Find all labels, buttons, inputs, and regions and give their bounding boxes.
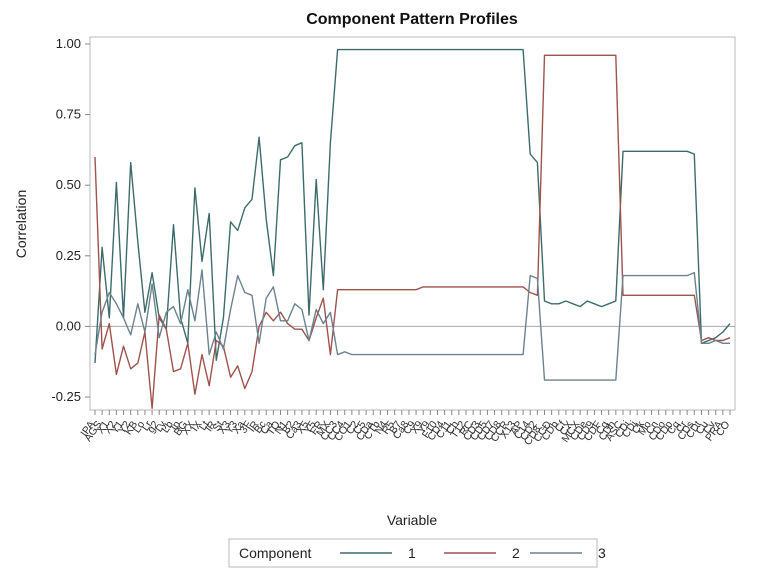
legend-items: 1 2 3 xyxy=(340,545,606,561)
legend-frame xyxy=(228,538,598,568)
legend-label-3: 3 xyxy=(598,545,606,561)
y-axis: 1.00 0.75 0.50 0.25 0.00 -0.25 xyxy=(51,36,90,404)
y-tick-label: 0.75 xyxy=(56,107,81,122)
legend-label-2: 2 xyxy=(512,545,520,561)
series-line-1 xyxy=(94,48,731,364)
y-tick-label: 1.00 xyxy=(56,36,81,51)
plot-frame xyxy=(89,36,736,411)
series-line-3 xyxy=(94,269,730,381)
legend-label-1: 1 xyxy=(408,545,416,561)
y-tick-label: -0.25 xyxy=(51,389,81,404)
x-axis: IPAAGSX1X2Y1Y2KBLoLrg2LyLbIpBGXXIXLtlRSt… xyxy=(78,410,732,448)
y-tick-label: 0.50 xyxy=(56,177,81,192)
chart-title: Component Pattern Profiles xyxy=(306,11,518,28)
x-tick-label: Bc xyxy=(252,419,269,436)
y-tick-label: 0.00 xyxy=(56,318,81,333)
legend: Component 1 2 3 xyxy=(228,538,606,568)
x-axis-label: Variable xyxy=(387,512,438,528)
series-group xyxy=(94,48,731,409)
y-tick-label: 0.25 xyxy=(56,248,81,263)
y-axis-label: Correlation xyxy=(13,190,29,258)
legend-title: Component xyxy=(239,545,311,561)
series-line-2 xyxy=(94,54,731,409)
x-tick-label: 3F xyxy=(238,419,255,436)
